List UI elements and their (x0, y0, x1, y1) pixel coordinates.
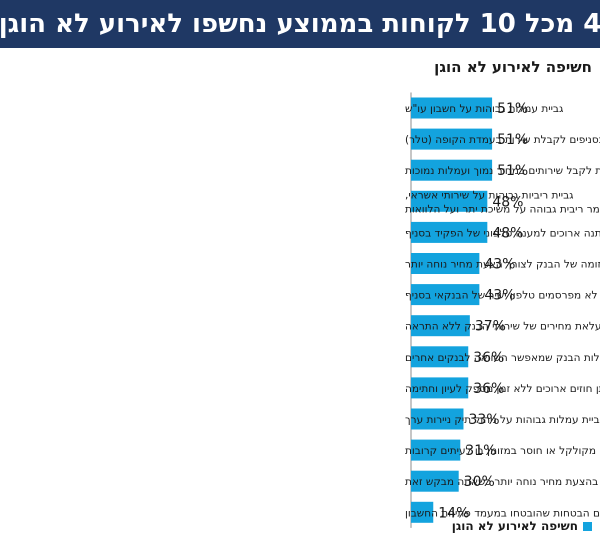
bar-13 (411, 470, 459, 492)
category-label-9: אי מתן מידע ברור בנוגע לעמלות הבנק שמאפש… (405, 352, 600, 364)
bar-1 (411, 97, 493, 119)
chart-legend: חשיפה לאירוע לא הוגן (452, 519, 592, 533)
bar-value-label-8: 37% (475, 319, 506, 335)
bar-value-label-11: 33% (468, 412, 499, 428)
bar-10 (411, 377, 469, 399)
bar-8 (411, 315, 470, 337)
legend-swatch (583, 521, 592, 531)
category-label-6: אין פניה יזומה של הבנק לצורך הצעת מחיר נ… (405, 259, 600, 271)
bar-value-label-7: 43% (484, 288, 515, 304)
category-label-2: זמני המתנה ארוכים בסניפים לקבלת שירות בע… (405, 134, 600, 146)
category-label-13: הבנק לא בא לקראתך בהצעת מחיר נוחה יותר כ… (405, 476, 600, 488)
category-label-7: לא מפרסמים טלפון ישיר של הבנקאי בסניף (405, 290, 598, 302)
category-label-8: העלאת מחירים של שירותי הבנק ללא התראה (405, 321, 600, 333)
bar-6 (411, 253, 480, 274)
bar-7 (411, 284, 480, 306)
bar-value-label-9: 36% (473, 350, 504, 366)
bar-11 (411, 408, 464, 430)
bar-2 (411, 128, 493, 150)
bar-value-label-2: 51% (497, 132, 528, 148)
title-banner: 4 מכל 10 לקוחות בממוצע נחשפו לאירוע לא ה… (0, 0, 600, 48)
bar-value-label-3: 51% (497, 163, 528, 179)
category-label-10: מתן חוזים ארוכים ללא זמן מספק לעיון וחתי… (405, 383, 600, 395)
bar-4 (411, 190, 488, 212)
bar-value-label-6: 43% (484, 257, 515, 273)
category-label-3: חייבים להתמקח על מנת לקבל שירותים במחיר … (405, 165, 600, 177)
category-label-14: אי קיום הבטחות שהובטחו במעמד פתיחת החשבו… (405, 507, 600, 519)
legend-label: חשיפה לאירוע לא הוגן (451, 519, 578, 533)
bar-3 (411, 159, 493, 181)
category-label-4-line-1: גביית ריביות גבוהות על שירותי אשראי, (405, 189, 574, 201)
chart-subtitle: חשיפה לאירוע לא הוגן (434, 58, 592, 76)
bar-9 (411, 346, 469, 368)
bar-value-label-1: 51% (497, 101, 528, 117)
category-label-12: כספומט מקולקל או חוסר במזומן בו לעיתים ק… (405, 445, 600, 457)
category-label-11: גביית עמלות גבוהות על ניהול תיק ניירות ע… (405, 414, 600, 426)
bar-14 (411, 501, 434, 523)
bar-12 (411, 439, 461, 461)
bar-value-label-13: 30% (464, 474, 495, 490)
bar-value-label-4: 48% (492, 194, 523, 210)
bar-5 (411, 221, 488, 243)
page-title: 4 מכל 10 לקוחות בממוצע נחשפו לאירוע לא ה… (0, 9, 600, 39)
category-label-1: גביית עמלות גבוהות על חשבון עו"ש (405, 103, 564, 115)
bar-value-label-12: 31% (465, 443, 496, 459)
bar-value-label-14: 14% (438, 505, 469, 521)
bar-value-label-10: 36% (473, 381, 504, 397)
bar-value-label-5: 48% (492, 225, 523, 241)
category-label-4-line-2: כלומר ריבית גבוהה על משיכת יתר ועל הלווא… (405, 203, 600, 215)
category-label-5: זמני המתנה ארוכים למענה טלפוני של הפקיד … (405, 227, 600, 239)
